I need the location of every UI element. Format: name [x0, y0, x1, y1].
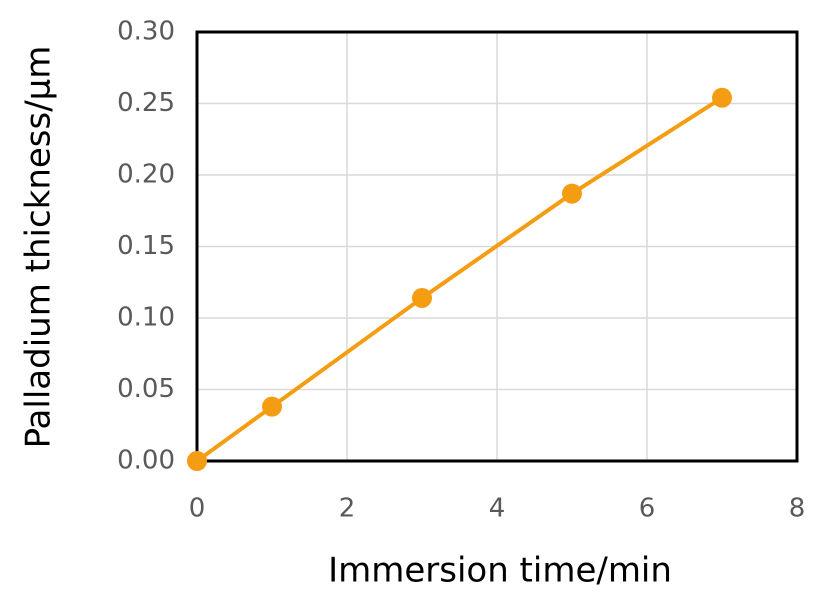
y-tick-label: 0.00 — [117, 446, 175, 476]
y-tick-label: 0.25 — [117, 88, 175, 118]
marker — [412, 287, 432, 308]
y-axis-title: Palladium thickness/μm — [19, 46, 59, 449]
marker — [187, 451, 207, 471]
y-tick-label: 0.10 — [117, 303, 175, 333]
x-tick-label: 4 — [489, 494, 506, 524]
y-tick-label: 0.05 — [117, 374, 175, 404]
x-axis-title: Immersion time/min — [328, 551, 672, 591]
x-tick-label: 0 — [189, 494, 206, 524]
y-tick-label: 0.30 — [117, 17, 175, 47]
x-tick-label: 8 — [789, 494, 806, 524]
marker — [562, 183, 582, 204]
plot-frame — [195, 30, 799, 463]
x-tick-label: 2 — [339, 494, 356, 524]
x-tick-label: 6 — [639, 494, 656, 524]
y-tick-label: 0.20 — [117, 160, 175, 190]
marker — [712, 87, 732, 108]
marker — [262, 396, 282, 417]
y-tick-label: 0.15 — [117, 231, 175, 261]
